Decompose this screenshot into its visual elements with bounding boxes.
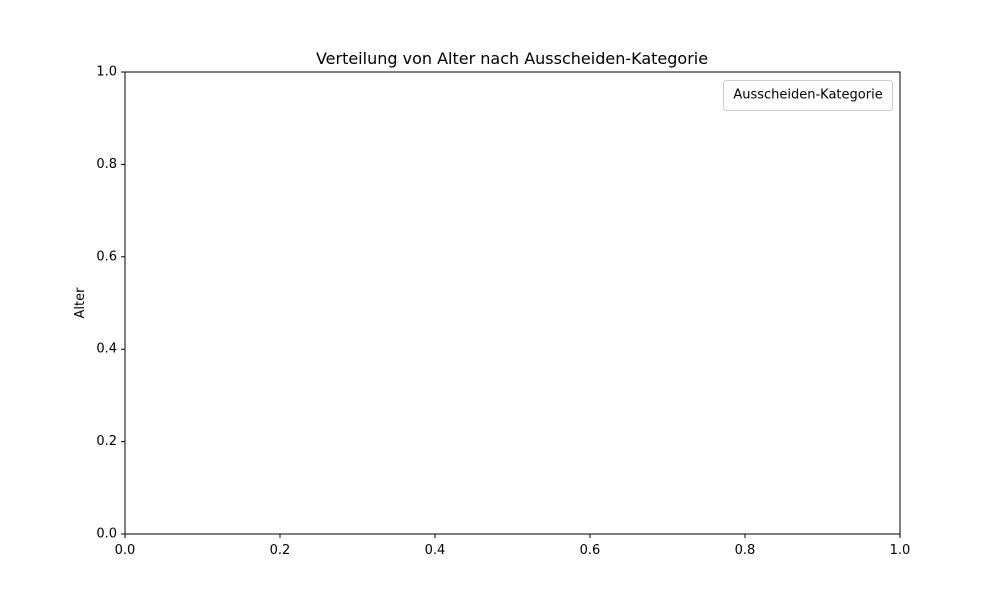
- y-tick-label: 0.2: [96, 434, 117, 449]
- y-tick-label: 0.8: [96, 157, 117, 172]
- y-axis-ticks: 0.0 0.2 0.4 0.6 0.8 1.0: [96, 65, 125, 542]
- plot-area: [124, 71, 901, 535]
- x-tick-label: 0.6: [580, 543, 601, 558]
- y-tick-label: 0.0: [96, 527, 117, 542]
- y-axis-label: Alter: [73, 287, 88, 319]
- x-axis-ticks: 0.0 0.2 0.4 0.6 0.8 1.0: [115, 534, 911, 558]
- y-tick-label: 0.6: [96, 249, 117, 264]
- y-tick-label: 0.4: [96, 342, 117, 357]
- legend-title: Ausscheiden-Kategorie: [733, 88, 882, 103]
- chart-title: Verteilung von Alter nach Ausscheiden-Ka…: [316, 49, 708, 68]
- y-tick-label: 1.0: [96, 65, 117, 80]
- x-tick-label: 1.0: [890, 543, 911, 558]
- legend-box: [723, 80, 893, 111]
- x-tick-label: 0.4: [425, 543, 446, 558]
- x-tick-label: 0.8: [735, 543, 756, 558]
- x-tick-label: 0.0: [115, 543, 136, 558]
- legend: Ausscheiden-Kategorie: [723, 80, 893, 111]
- x-tick-label: 0.2: [270, 543, 291, 558]
